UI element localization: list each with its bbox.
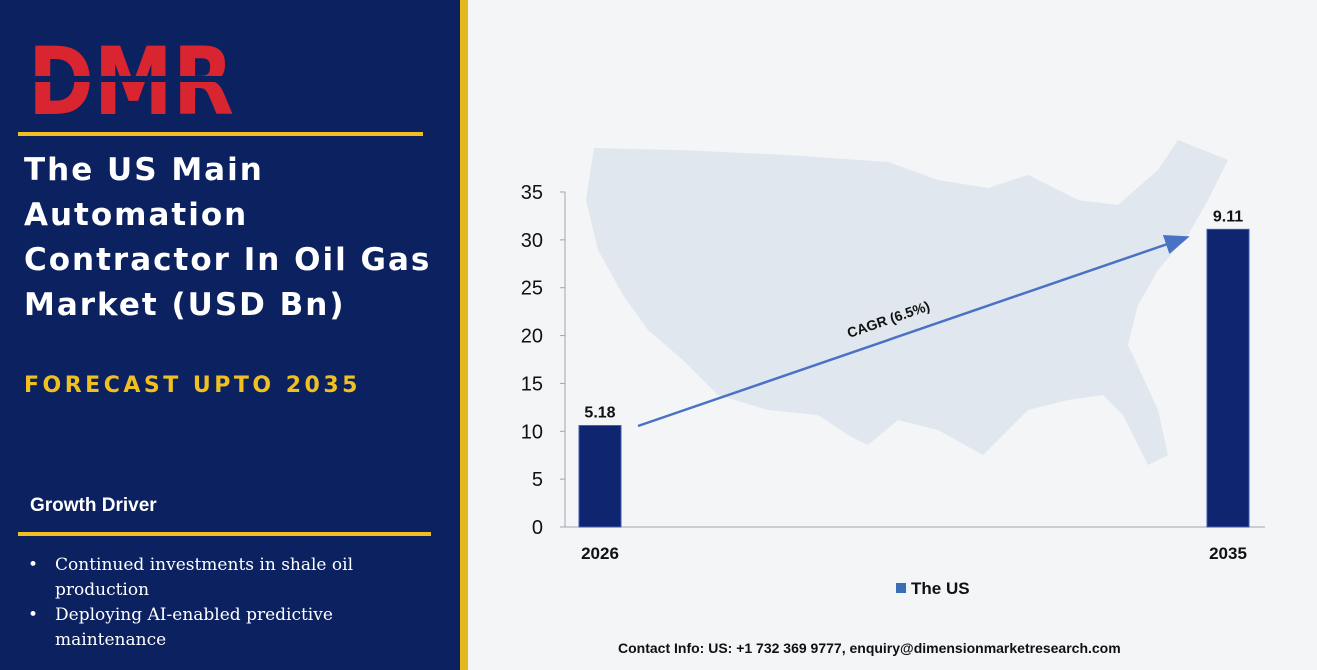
- list-item: • Continued investments in shale oil prod…: [28, 555, 354, 600]
- us-map-background: [586, 140, 1228, 465]
- cagr-arrow: [637, 235, 1190, 428]
- dmr-logo: DMR: [28, 36, 238, 124]
- y-tick-label: 30: [521, 230, 543, 252]
- legend: The US: [896, 579, 970, 598]
- y-tick-label: 10: [521, 421, 543, 443]
- y-tick-label: 35: [521, 182, 543, 204]
- sidebar-panel: DMR The US Main Automation Contractor In…: [0, 0, 460, 670]
- y-tick-label: 0: [532, 517, 543, 539]
- bar-2035: [1206, 228, 1250, 528]
- x-tick-label: 2035: [1209, 544, 1247, 563]
- legend-swatch: [896, 583, 906, 593]
- forecast-subtitle: FORECAST UPTO 2035: [24, 373, 361, 398]
- y-tick-labels: 0 5 10 15 20 25 30 35: [521, 182, 565, 539]
- y-tick-label: 25: [521, 278, 543, 300]
- list-item: • Deploying AI-enabled predictive mainten…: [28, 605, 333, 650]
- x-tick-label: 2026: [581, 544, 619, 563]
- y-tick-label: 15: [521, 373, 543, 395]
- x-tick-labels: 2026 2035: [581, 544, 1247, 563]
- bar-data-label: 5.18: [584, 405, 615, 422]
- bars: [578, 228, 1250, 528]
- bar-data-label: 9.11: [1213, 208, 1243, 225]
- growth-driver-list: • Continued investments in shale oil prod…: [28, 553, 428, 653]
- bar-2026: [578, 425, 622, 528]
- y-tick-label: 5: [532, 469, 543, 491]
- growth-driver-divider: [18, 532, 431, 536]
- page-title: The US Main Automation Contractor In Oil…: [24, 152, 432, 323]
- contact-info: Contact Info: US: +1 732 369 9777, enqui…: [618, 640, 1121, 656]
- growth-driver-heading: Growth Driver: [30, 495, 157, 516]
- legend-label: The US: [911, 579, 970, 598]
- y-tick-label: 20: [521, 326, 543, 348]
- chart-panel: 0 5 10 15 20 25 30 35 5.18 9.11 2026 2035 CAGR (6…: [468, 0, 1317, 670]
- gold-strip: [460, 0, 468, 670]
- logo-divider: [18, 132, 423, 136]
- driver-text: Continued investments in shale oil produ…: [55, 555, 354, 600]
- driver-text: Deploying AI-enabled predictive maintena…: [55, 605, 333, 650]
- bar-data-labels: 5.18 9.11: [584, 208, 1243, 421]
